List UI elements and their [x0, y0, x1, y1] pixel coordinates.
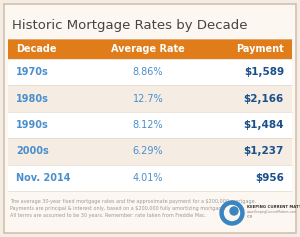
Text: Historic Mortgage Rates by Decade: Historic Mortgage Rates by Decade: [12, 19, 247, 32]
Bar: [8, 165, 292, 191]
Text: $2,166: $2,166: [244, 94, 284, 104]
Text: 1990s: 1990s: [16, 120, 49, 130]
Text: $1,589: $1,589: [244, 67, 284, 77]
Text: 12.7%: 12.7%: [133, 94, 164, 104]
Text: Nov. 2014: Nov. 2014: [16, 173, 70, 183]
Circle shape: [224, 205, 239, 220]
Text: 4.01%: 4.01%: [133, 173, 163, 183]
Text: 8.12%: 8.12%: [133, 120, 163, 130]
Text: 6.29%: 6.29%: [133, 146, 163, 156]
Bar: [8, 112, 292, 138]
Text: 8.86%: 8.86%: [133, 67, 163, 77]
Text: KCM: KCM: [247, 215, 253, 219]
Text: Decade: Decade: [16, 44, 56, 54]
Text: $956: $956: [255, 173, 284, 183]
Bar: [8, 59, 292, 85]
Text: Average Rate: Average Rate: [111, 44, 185, 54]
Text: $1,237: $1,237: [244, 146, 284, 156]
Bar: [8, 138, 292, 165]
Text: www.KeepingCurrentMatters.com: www.KeepingCurrentMatters.com: [247, 210, 297, 214]
Bar: [8, 85, 292, 112]
Text: 1980s: 1980s: [16, 94, 49, 104]
Bar: [8, 39, 292, 59]
Text: 2000s: 2000s: [16, 146, 49, 156]
Text: The average 30-year fixed mortgage rates and the approximate payment for a $200,: The average 30-year fixed mortgage rates…: [10, 199, 256, 218]
Text: 1970s: 1970s: [16, 67, 49, 77]
Circle shape: [230, 207, 238, 215]
Text: $1,484: $1,484: [244, 120, 284, 130]
Circle shape: [220, 201, 244, 225]
Text: KEEPING CURRENT MATTERS: KEEPING CURRENT MATTERS: [247, 205, 300, 209]
FancyBboxPatch shape: [4, 4, 296, 233]
Text: Payment: Payment: [236, 44, 284, 54]
